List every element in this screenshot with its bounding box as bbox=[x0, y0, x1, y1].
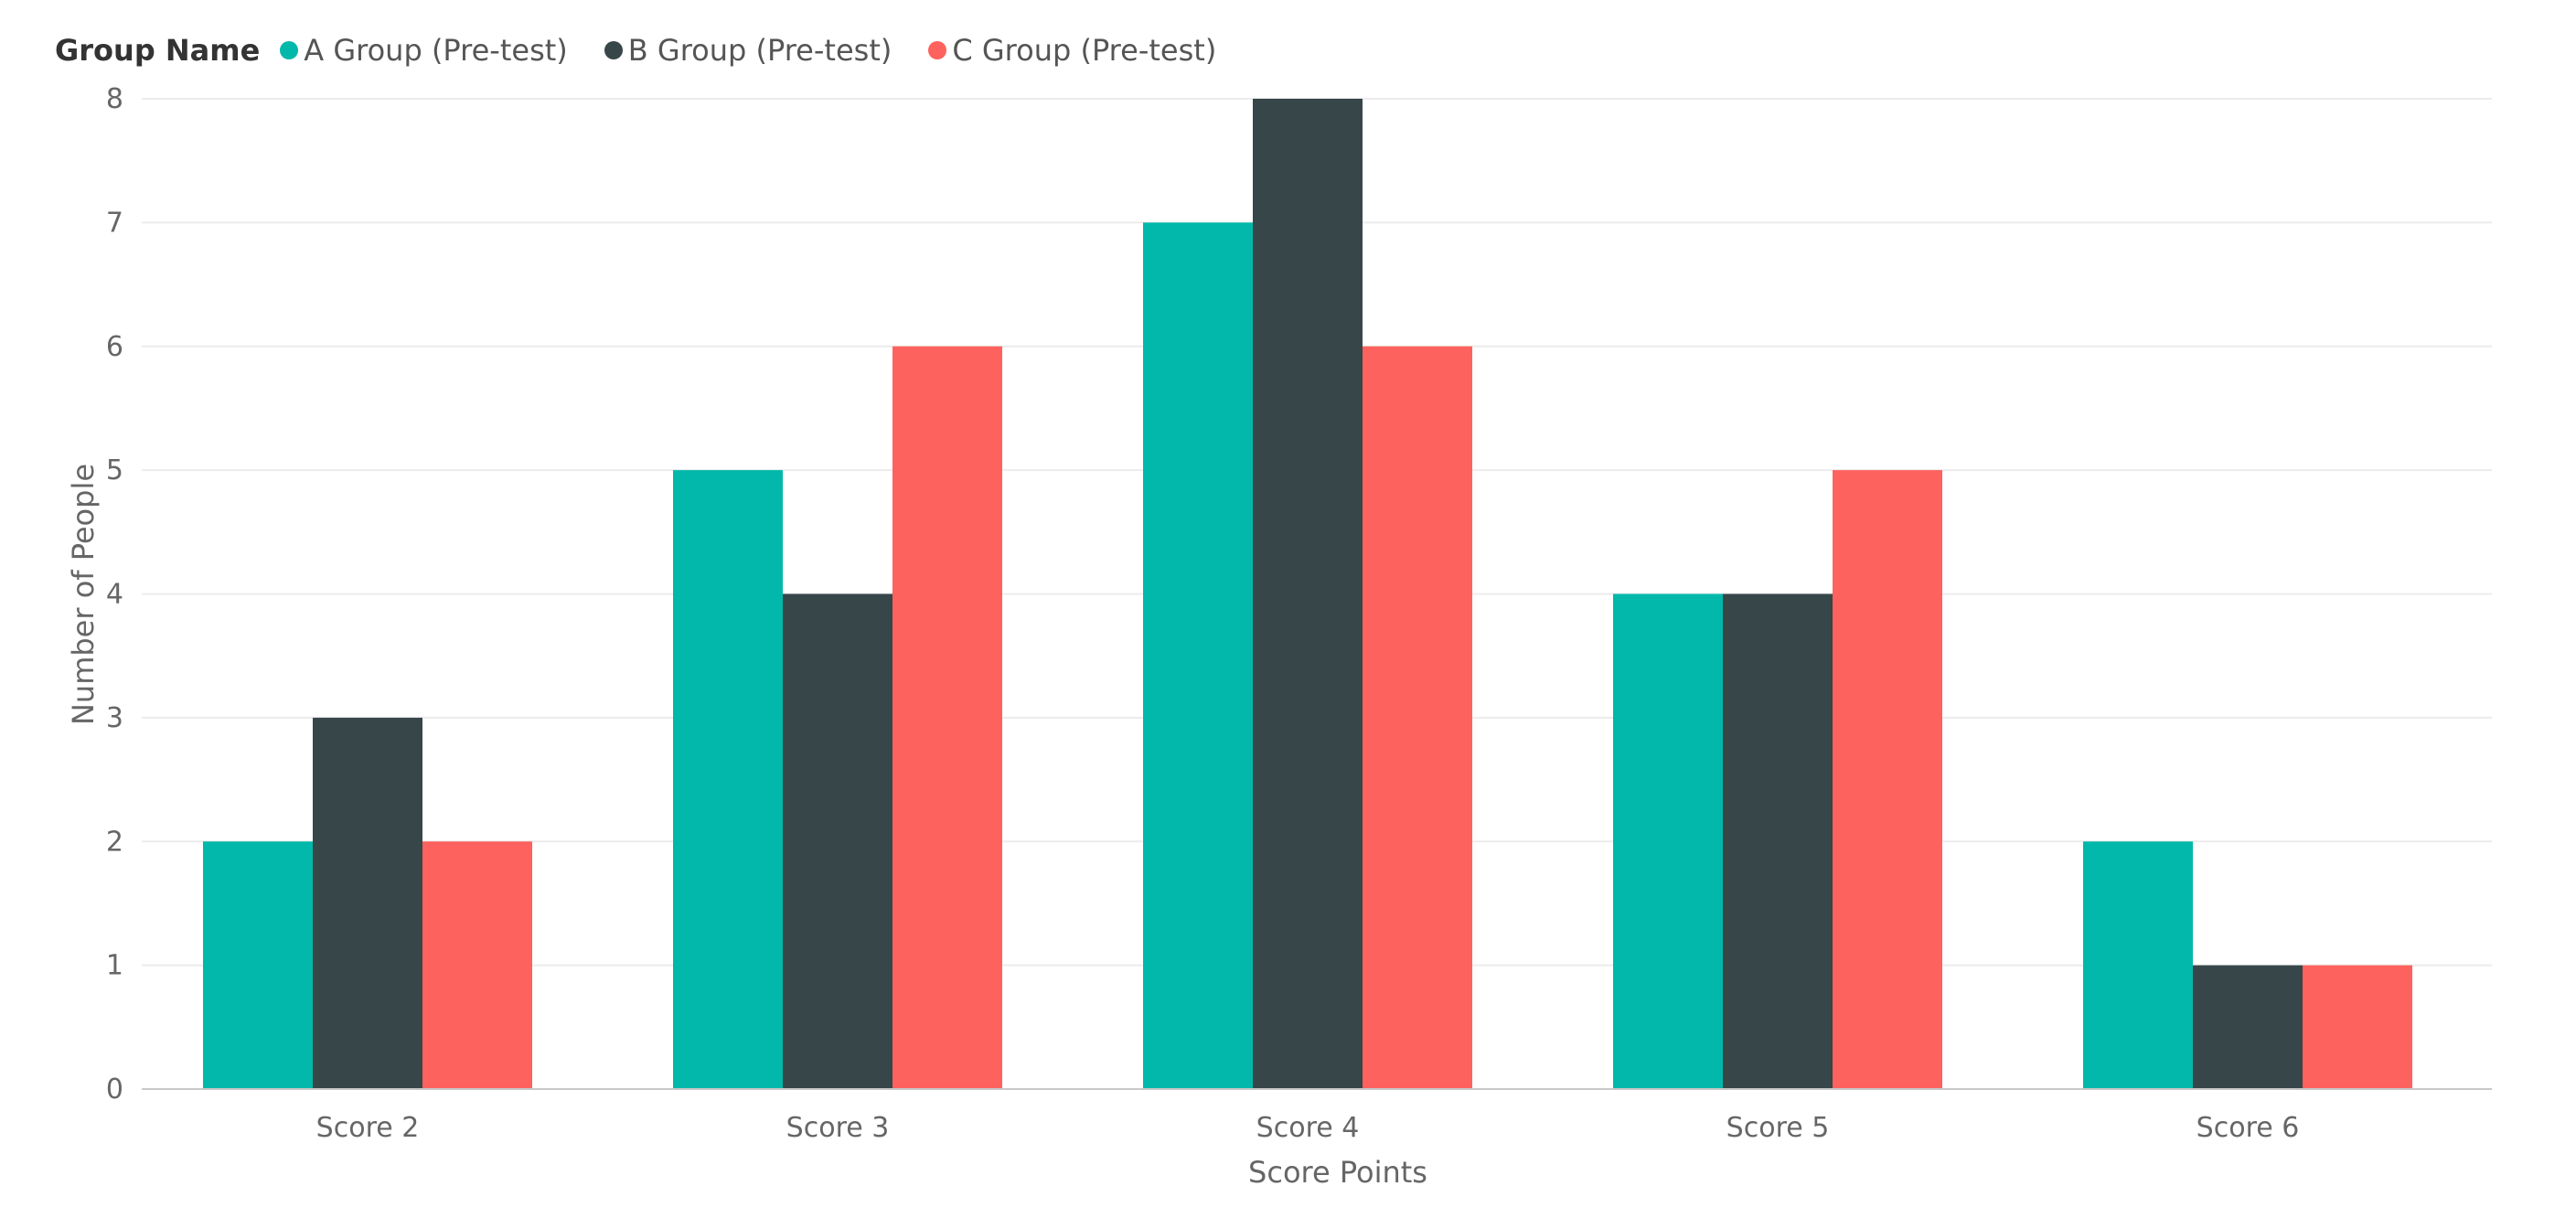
y-tick-label: 4 bbox=[106, 579, 123, 611]
y-tick-label: 2 bbox=[106, 826, 123, 858]
y-tick-label: 7 bbox=[106, 207, 123, 239]
y-tick-label: 0 bbox=[106, 1074, 123, 1106]
legend-marker-a-group bbox=[280, 41, 299, 59]
legend-item-c-group[interactable]: C Group (Pre-test) bbox=[928, 33, 1216, 68]
x-axis-ticks: Score 2 Score 3 Score 4 Score 5 Score 6 bbox=[316, 1112, 2300, 1144]
legend-label-c-group: C Group (Pre-test) bbox=[952, 33, 1217, 68]
bar-score-6-series-3[interactable] bbox=[2303, 965, 2412, 1089]
bar-score-5-series-3[interactable] bbox=[1833, 470, 1942, 1089]
bar-score-2-series-3[interactable] bbox=[422, 841, 532, 1089]
bar-score-2-series-1[interactable] bbox=[203, 841, 313, 1089]
x-tick-label: Score 3 bbox=[786, 1112, 890, 1144]
y-tick-label: 8 bbox=[106, 83, 123, 115]
x-tick-label: Score 6 bbox=[2197, 1112, 2300, 1144]
bar-score-3-series-1[interactable] bbox=[673, 470, 783, 1089]
legend-marker-b-group bbox=[604, 41, 623, 59]
y-axis-title: Number of People bbox=[66, 464, 101, 725]
y-tick-label: 5 bbox=[106, 454, 123, 486]
x-tick-label: Score 5 bbox=[1726, 1112, 1830, 1144]
bar-score-4-series-3[interactable] bbox=[1363, 346, 1472, 1089]
y-tick-label: 3 bbox=[106, 702, 123, 734]
y-axis-ticks: 0 1 2 3 4 5 6 7 8 bbox=[106, 83, 123, 1106]
y-tick-label: 6 bbox=[106, 331, 123, 363]
legend-label-b-group: B Group (Pre-test) bbox=[627, 33, 893, 68]
legend-label-a-group: A Group (Pre-test) bbox=[304, 33, 568, 68]
bar-score-5-series-1[interactable] bbox=[1613, 593, 1723, 1090]
legend-marker-c-group bbox=[928, 41, 947, 59]
legend-item-a-group[interactable]: A Group (Pre-test) bbox=[280, 33, 568, 68]
bar-score-3-series-2[interactable] bbox=[783, 593, 893, 1090]
legend-title: Group Name bbox=[55, 33, 261, 68]
x-tick-label: Score 4 bbox=[1256, 1112, 1360, 1144]
bar-score-3-series-3[interactable] bbox=[893, 346, 1002, 1089]
x-tick-label: Score 2 bbox=[316, 1112, 420, 1144]
x-axis-title: Score Points bbox=[1248, 1155, 1427, 1190]
bars bbox=[203, 99, 2412, 1089]
bar-score-4-series-1[interactable] bbox=[1143, 222, 1253, 1089]
legend-item-b-group[interactable]: B Group (Pre-test) bbox=[604, 33, 893, 68]
bar-score-6-series-2[interactable] bbox=[2193, 965, 2303, 1089]
bar-score-5-series-2[interactable] bbox=[1723, 593, 1833, 1090]
legend: Group Name A Group (Pre-test) B Group (P… bbox=[55, 27, 1253, 73]
bar-score-4-series-2[interactable] bbox=[1253, 99, 1363, 1089]
bar-score-2-series-2[interactable] bbox=[313, 717, 422, 1089]
y-tick-label: 1 bbox=[106, 950, 123, 982]
bar-score-6-series-1[interactable] bbox=[2083, 841, 2193, 1089]
